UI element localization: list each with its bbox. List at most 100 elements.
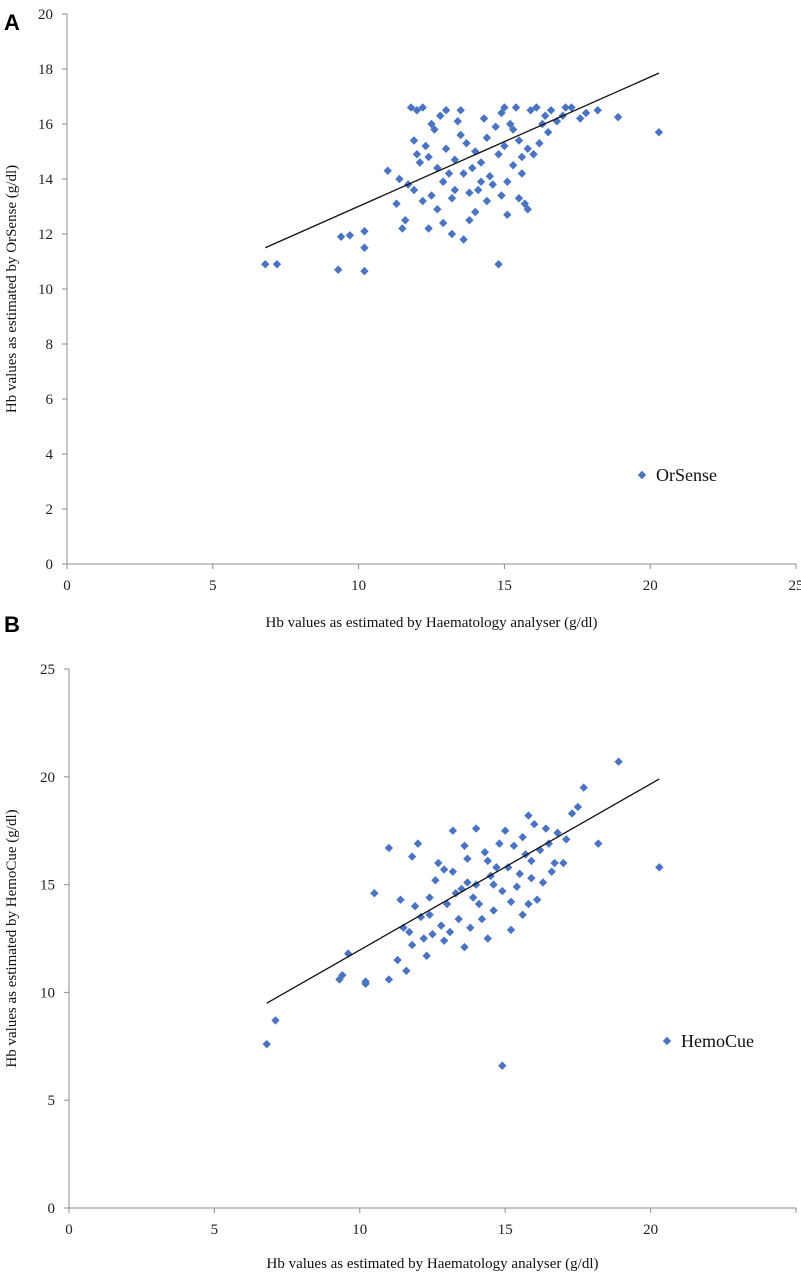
y-tick-label: 10 — [38, 282, 53, 298]
data-point — [471, 824, 481, 833]
data-point — [480, 848, 490, 857]
data-point — [271, 1016, 280, 1025]
data-point — [272, 260, 282, 269]
x-tick-label: 25 — [789, 578, 801, 594]
data-point — [503, 210, 512, 219]
data-point — [526, 106, 535, 115]
data-point — [361, 977, 370, 986]
data-point — [491, 122, 500, 131]
x-tick-label: 5 — [209, 578, 217, 594]
data-point — [415, 158, 425, 167]
data-point — [594, 839, 603, 848]
data-point — [495, 839, 504, 848]
x-tick-label: 15 — [497, 578, 512, 594]
data-point — [474, 899, 484, 909]
data-point — [466, 923, 475, 932]
y-tick-label: 12 — [38, 227, 53, 243]
x-tick-label: 0 — [65, 1222, 73, 1238]
data-point — [384, 975, 394, 984]
data-point — [541, 824, 551, 833]
y-tick-label: 8 — [46, 337, 54, 353]
data-point — [538, 878, 548, 887]
data-point — [573, 802, 583, 812]
data-point — [441, 144, 451, 153]
data-point — [476, 158, 486, 167]
data-point — [433, 163, 442, 173]
data-point — [360, 266, 369, 276]
y-tick-label: 0 — [46, 557, 54, 573]
data-point — [427, 119, 436, 129]
data-point — [384, 843, 394, 853]
data-point — [508, 125, 518, 134]
data-point — [543, 128, 553, 137]
data-point — [405, 927, 414, 937]
data-point — [450, 185, 460, 195]
data-point — [567, 103, 576, 112]
data-point — [453, 117, 462, 126]
data-point — [559, 858, 568, 868]
y-tick-label: 14 — [38, 172, 54, 188]
data-point — [430, 125, 439, 134]
data-point — [471, 147, 480, 156]
data-point — [338, 970, 347, 980]
data-point — [460, 942, 469, 952]
data-point — [476, 177, 486, 186]
y-tick-label: 2 — [46, 502, 54, 518]
data-point — [407, 852, 417, 861]
data-point — [392, 199, 401, 208]
data-point — [547, 867, 556, 876]
data-point — [454, 914, 463, 924]
data-point — [427, 191, 436, 200]
data-point — [552, 117, 562, 126]
y-tick-label: 6 — [46, 392, 54, 408]
data-point — [511, 103, 521, 112]
data-point — [447, 229, 457, 239]
y-axis-title: Hb values as estimated by OrSense (g/dl) — [4, 165, 20, 413]
data-point — [483, 856, 492, 866]
data-point — [447, 194, 457, 203]
data-point — [451, 889, 460, 898]
x-tick-label: 15 — [498, 1222, 513, 1238]
data-point — [489, 880, 498, 889]
data-point — [469, 893, 478, 902]
data-point — [541, 111, 550, 120]
data-point — [459, 235, 468, 244]
data-point — [424, 224, 433, 233]
data-point — [428, 929, 437, 939]
data-point — [515, 869, 524, 879]
data-point — [524, 811, 533, 820]
data-point — [567, 809, 577, 818]
data-point — [520, 199, 530, 208]
panel-label-a: A — [4, 10, 20, 35]
data-point — [655, 863, 664, 872]
data-point — [460, 841, 469, 850]
x-tick-label: 20 — [643, 578, 658, 594]
y-axis-title: Hb values as estimated by HemoCue (g/dl) — [4, 809, 20, 1067]
data-point — [614, 757, 623, 766]
legend-marker — [662, 1036, 672, 1046]
data-point — [471, 207, 480, 217]
data-point — [512, 882, 522, 891]
data-point — [456, 130, 465, 140]
data-point — [518, 910, 527, 919]
data-point — [439, 865, 449, 874]
data-point — [576, 114, 585, 123]
data-point — [473, 185, 483, 195]
y-tick-label: 4 — [46, 447, 54, 463]
data-point — [396, 895, 405, 904]
data-point — [438, 218, 448, 228]
data-point — [425, 910, 434, 919]
data-point — [524, 899, 533, 909]
data-point — [413, 839, 423, 848]
data-point — [479, 114, 489, 123]
data-point — [333, 265, 343, 274]
data-point — [456, 106, 465, 115]
data-point — [514, 136, 524, 145]
data-point — [401, 216, 410, 225]
data-point — [421, 141, 430, 151]
data-point — [523, 144, 532, 153]
data-point — [501, 826, 510, 835]
y-tick-label: 15 — [40, 878, 55, 894]
data-point — [485, 172, 495, 181]
data-point — [418, 196, 427, 206]
